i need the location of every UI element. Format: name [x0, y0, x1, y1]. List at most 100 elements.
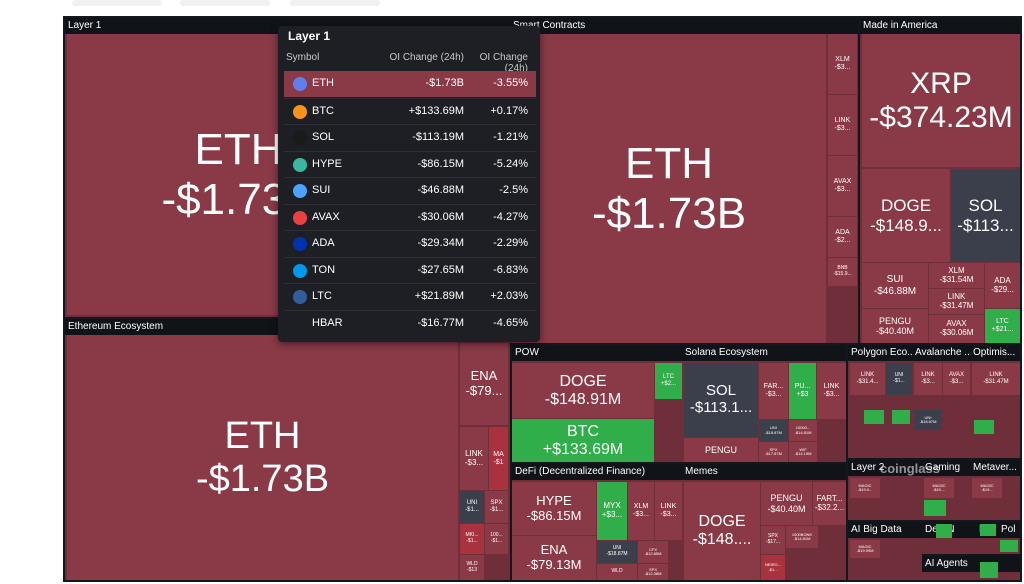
tile[interactable]: SOL -$113.1...: [684, 363, 758, 437]
sector-title[interactable]: Optimis...: [970, 345, 1020, 361]
tile[interactable]: LINK -$31.47M: [972, 363, 1020, 395]
tile[interactable]: MA -$1: [489, 427, 508, 490]
tile[interactable]: DOGE -$148....: [684, 482, 760, 580]
tile[interactable]: MKI... -$1...: [460, 524, 484, 554]
tab[interactable]: [72, 0, 162, 6]
tile[interactable]: MYX +$3...: [597, 482, 627, 540]
tile[interactable]: PENGU -$40.40M: [761, 482, 812, 525]
sector-title[interactable]: Avalanche ...: [912, 345, 970, 361]
tile[interactable]: LINK -$3...: [914, 363, 942, 395]
tile[interactable]: SPX -$17.87M: [759, 442, 788, 462]
tile[interactable]: AVAX -$3...: [828, 156, 857, 216]
tile[interactable]: AVAX -$3...: [943, 363, 970, 395]
tile[interactable]: XLM -$3...: [628, 482, 654, 540]
tile[interactable]: BNB -$15.9...: [828, 258, 857, 286]
tile[interactable]: LINK -$3...: [817, 363, 846, 419]
sector-title[interactable]: POW: [512, 345, 682, 361]
tooltip-row[interactable]: HYPE -$86.15M -5.24%: [284, 150, 536, 177]
sector-title[interactable]: Metaver...: [970, 460, 1020, 476]
tile[interactable]: MAGIC -$19....: [924, 478, 954, 498]
tile[interactable]: 1000BONK -$14.81M: [786, 526, 818, 548]
tile[interactable]: FART... -$32.2...: [813, 482, 846, 525]
tooltip-row[interactable]: TON -$27.65M -6.83%: [284, 256, 536, 283]
tile[interactable]: PENGU: [684, 438, 758, 462]
tile[interactable]: LINK -$3...: [828, 95, 857, 155]
sector-body: [922, 572, 1020, 580]
tile[interactable]: UNI -$1...: [460, 491, 484, 523]
tab[interactable]: [180, 0, 270, 6]
tile[interactable]: ETH -$1.73B: [512, 34, 826, 343]
tile[interactable]: MAGIC -$19...: [972, 478, 1002, 498]
tile[interactable]: AVAX -$30.06M: [929, 315, 984, 343]
tile[interactable]: WLD -$13: [460, 555, 484, 580]
tile[interactable]: SPX -$12.38M: [638, 564, 668, 580]
tile[interactable]: SUI -$46.88M: [862, 263, 928, 308]
tile[interactable]: SPX -$17...: [761, 526, 785, 554]
tile[interactable]: ETH -$1.73B: [67, 335, 458, 580]
tile-value: -$3...: [660, 511, 677, 518]
sector-title[interactable]: Smart Contracts: [510, 18, 858, 34]
tile[interactable]: LINK -$3...: [460, 427, 488, 490]
sector-title[interactable]: Layer 2: [848, 460, 922, 476]
tile[interactable]: XRP -$374.23M: [862, 34, 1020, 167]
tile[interactable]: XLM -$31.54M: [929, 263, 984, 288]
tile-value: -$3...: [765, 391, 782, 398]
sector-title[interactable]: Memes: [682, 464, 846, 480]
tile[interactable]: ADA -$29...: [985, 263, 1020, 308]
sector-title[interactable]: Solana Ecosystem: [682, 345, 846, 361]
tile[interactable]: XLM -$3...: [828, 34, 857, 94]
sector-title[interactable]: Made in America: [860, 18, 1020, 34]
tooltip-row[interactable]: SOL -$113.19M -1.21%: [284, 124, 536, 150]
tile[interactable]: UNI -$18.87M: [914, 410, 942, 430]
tooltip-row[interactable]: BTC +$133.69M +0.17%: [284, 97, 536, 124]
tile-label: SPX: [490, 500, 503, 507]
tile[interactable]: LINK -$31.4...: [850, 363, 885, 395]
tile[interactable]: FAR... -$3...: [759, 363, 788, 419]
tooltip-row[interactable]: ADA -$29.34M -2.29%: [284, 230, 536, 256]
tile[interactable]: WIF -$14.19M: [789, 442, 817, 462]
tile[interactable]: BTC +$133.69M: [512, 419, 654, 462]
tile[interactable]: PENGU -$40.40M: [862, 309, 928, 343]
tile-value: -$1...: [768, 566, 778, 572]
tile[interactable]: LTC +$21...: [985, 309, 1020, 343]
tile[interactable]: CFX -$12.85M: [638, 541, 668, 563]
tile[interactable]: NEIRO... -$1...: [761, 555, 785, 580]
tooltip-row[interactable]: LTC +$21.89M +2.03%: [284, 283, 536, 309]
tooltip-row[interactable]: HBAR -$16.77M -4.65%: [284, 309, 536, 336]
sector-title[interactable]: Pol: [998, 522, 1020, 538]
tooltip-row[interactable]: ETH -$1.73B -3.55%: [284, 71, 536, 97]
tile-value: -$79...: [465, 383, 503, 398]
tile[interactable]: ENA -$79...: [460, 343, 508, 425]
tile[interactable]: WLD: [597, 564, 637, 580]
tile[interactable]: 10000... -$14.81M: [789, 420, 817, 441]
tile[interactable]: DOGE -$148.91M: [512, 363, 654, 418]
sector-title[interactable]: Polygon Eco...: [848, 345, 912, 361]
sector-title[interactable]: DeFi (Decentralized Finance): [512, 464, 682, 480]
sector-title[interactable]: AI Agents: [922, 556, 1020, 572]
tile[interactable]: UNI -$18.87M: [759, 420, 788, 441]
tooltip-row[interactable]: AVAX -$30.06M -4.27%: [284, 203, 536, 230]
tooltip-row[interactable]: SUI -$46.88M -2.5%: [284, 177, 536, 203]
tile[interactable]: ENA -$79.13M: [512, 536, 596, 580]
tile[interactable]: SOL -$113...: [951, 169, 1020, 262]
sector-title[interactable]: AI Big Data: [848, 522, 922, 538]
tile-label: ADA: [835, 229, 850, 237]
tile[interactable]: UNI -$1...: [886, 363, 912, 395]
tooltip-cell: -2.29%: [493, 237, 528, 249]
tile[interactable]: LINK -$3...: [655, 482, 682, 540]
tab[interactable]: [290, 0, 380, 6]
tile[interactable]: SPX -$1...: [485, 491, 508, 523]
tile[interactable]: DOGE -$148.9...: [862, 169, 950, 262]
sector-title[interactable]: Gaming: [922, 460, 970, 476]
tile[interactable]: HYPE -$86.15M: [512, 482, 596, 535]
tile[interactable]: LTC +$2...: [655, 363, 682, 399]
tile[interactable]: MAGIC -$19.99M: [850, 540, 880, 558]
tile[interactable]: PU... +$3: [789, 363, 816, 419]
tile[interactable]: UNI -$18.87M: [597, 541, 637, 563]
tile[interactable]: 100... -$1...: [485, 524, 508, 554]
tile[interactable]: ADA -$2...: [828, 217, 857, 257]
tile[interactable]: LINK -$31.47M: [929, 289, 984, 314]
tile[interactable]: MAGIC -$19.9...: [850, 478, 880, 498]
tile-filler: [980, 562, 998, 578]
tile-label: WIF: [799, 446, 807, 452]
